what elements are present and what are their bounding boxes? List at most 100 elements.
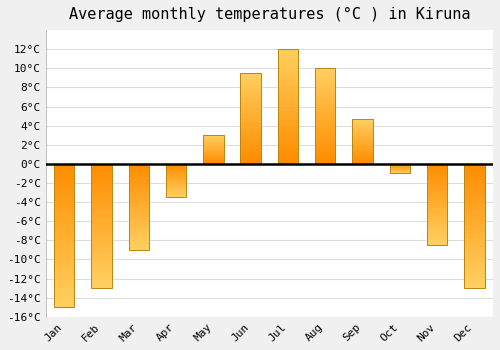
Bar [464,189,484,191]
Bar [240,155,261,156]
Bar [464,271,484,273]
Bar [278,91,298,93]
Bar [240,149,261,151]
Bar [427,209,448,211]
Bar [166,186,186,187]
Bar [427,198,448,200]
Bar [91,273,112,276]
Bar [91,196,112,199]
Bar [278,148,298,150]
Bar [464,224,484,226]
Bar [464,261,484,263]
Bar [54,281,74,284]
Bar [352,124,373,125]
Bar [54,238,74,241]
Bar [91,186,112,189]
Bar [128,226,149,228]
Bar [203,136,224,137]
Bar [315,84,336,85]
Bar [128,164,149,166]
Bar [240,73,261,75]
Bar [128,228,149,229]
Bar [427,178,448,180]
Bar [315,145,336,147]
Bar [427,191,448,193]
Bar [54,218,74,221]
Bar [128,234,149,236]
Bar [240,117,261,119]
Bar [352,157,373,158]
Bar [240,113,261,115]
Bar [464,281,484,283]
Bar [166,185,186,186]
Bar [427,203,448,204]
Bar [315,110,336,112]
Bar [278,155,298,157]
Bar [54,301,74,304]
Bar [203,141,224,142]
Bar [352,144,373,145]
Bar [315,97,336,99]
Bar [427,195,448,196]
Bar [128,200,149,202]
Bar [166,172,186,173]
Bar [315,91,336,93]
Bar [352,139,373,140]
Bar [278,72,298,75]
Bar [464,221,484,224]
Bar [54,164,74,167]
Bar [128,178,149,179]
Bar [54,216,74,218]
Bar [54,184,74,187]
Bar [464,186,484,189]
Bar [464,276,484,278]
Bar [91,181,112,184]
Bar [315,131,336,133]
Bar [464,231,484,233]
Bar [128,224,149,226]
Bar [240,77,261,78]
Bar [427,214,448,216]
Bar [54,250,74,253]
Bar [427,212,448,214]
Bar [240,106,261,107]
Bar [128,243,149,245]
Bar [166,193,186,194]
Bar [240,136,261,139]
Bar [315,126,336,127]
Bar [315,74,336,76]
Bar [91,243,112,246]
Bar [91,278,112,281]
Bar [166,191,186,192]
Bar [166,177,186,178]
Bar [352,163,373,164]
Bar [91,238,112,241]
Bar [352,160,373,161]
Bar [166,196,186,197]
Bar [315,139,336,141]
Bar [91,166,112,169]
Bar [128,181,149,183]
Bar [278,150,298,152]
Bar [91,266,112,268]
Bar [464,243,484,246]
Bar [203,144,224,145]
Bar [427,206,448,208]
Bar [91,169,112,172]
Bar [91,226,112,229]
Bar [166,173,186,174]
Bar [240,115,261,117]
Bar [240,159,261,160]
Bar [278,157,298,159]
Bar [278,81,298,84]
Bar [464,268,484,271]
Bar [315,95,336,97]
Bar [54,164,74,307]
Bar [352,149,373,150]
Bar [427,234,448,235]
Bar [128,167,149,169]
Bar [315,112,336,114]
Bar [54,293,74,296]
Bar [54,175,74,178]
Bar [166,164,186,197]
